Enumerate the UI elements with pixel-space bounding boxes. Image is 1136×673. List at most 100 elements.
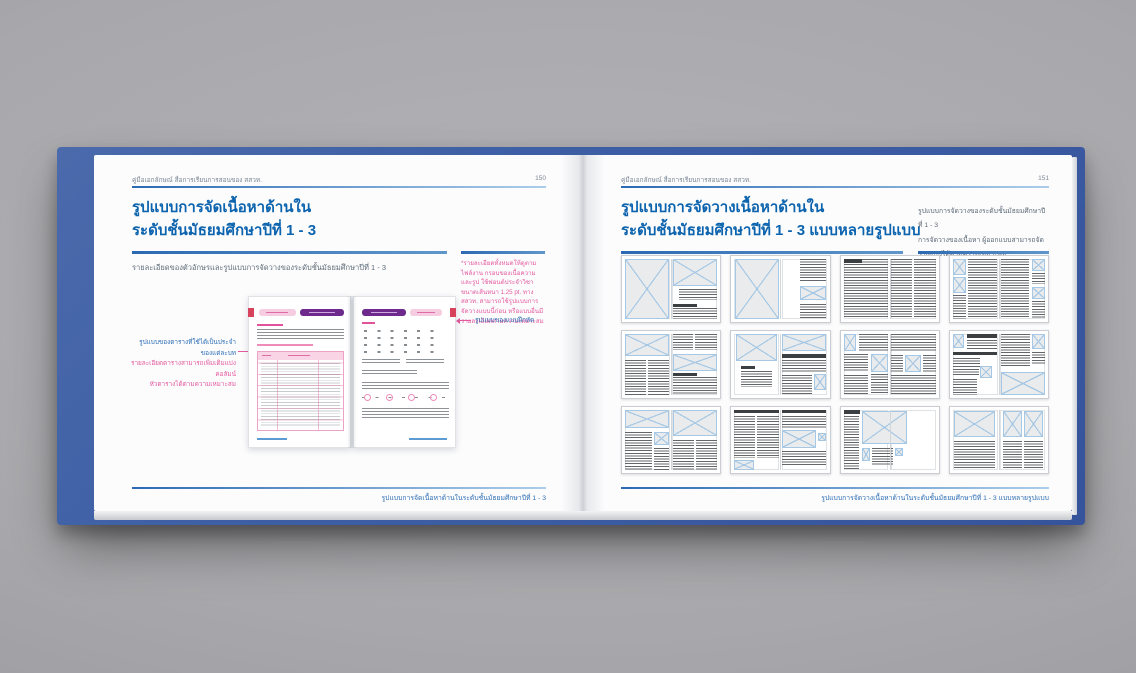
text-lines — [799, 303, 827, 320]
layout-thumbnail-9 — [621, 405, 722, 474]
annotation-arrow-left-icon — [456, 317, 471, 325]
text-lines — [740, 370, 773, 388]
text-lines — [625, 431, 652, 470]
decor-shape — [362, 408, 449, 418]
page-number: 150 — [535, 175, 546, 182]
table-annotation-line-1: รูปแบบของตารางที่ใช้ได้เป็นประจำของแต่ละ… — [139, 339, 236, 357]
title-line-2: ระดับชั้นมัธยมศึกษาปีที่ 1 - 3 — [132, 222, 317, 240]
text-lines — [1023, 441, 1044, 469]
image-placeholder — [1000, 371, 1045, 395]
image-placeholder — [672, 409, 718, 437]
body-text: รายละเอียดของตัวอักษรและรูปแบบการจัดวางข… — [132, 263, 387, 272]
decor-shape — [318, 360, 319, 430]
exercise-annotation: รูปแบบของแบบฝึกหัด — [475, 317, 535, 324]
image-placeholder — [952, 277, 966, 294]
mini-exercise-label — [362, 322, 375, 324]
image-placeholder — [735, 259, 779, 320]
gutter-seam — [889, 334, 891, 395]
mini-heading-pink — [257, 324, 283, 326]
image-placeholder — [736, 334, 777, 361]
circle-highlight — [430, 394, 437, 401]
intro-line-2: การจัดวางของเนื้อหา ผู้ออกแบบสามารถจัดวา… — [918, 236, 1044, 258]
header-rule — [132, 186, 546, 188]
circle-highlight — [364, 394, 371, 401]
text-lines — [1032, 301, 1045, 320]
text-lines — [843, 354, 869, 372]
layout-thumbnail-2 — [730, 255, 831, 324]
text-lines — [672, 377, 718, 395]
intro-text: รูปแบบการจัดวางของระดับชั้นมัธยมศึกษาปีท… — [918, 205, 1049, 262]
text-lines — [952, 369, 979, 377]
image-placeholder — [782, 430, 817, 449]
image-placeholder — [871, 354, 888, 372]
text-lines — [891, 259, 912, 320]
page-stack-edge — [94, 511, 1072, 520]
text-lines — [734, 415, 756, 458]
text-lines — [1000, 259, 1030, 320]
mini-page-left — [248, 296, 351, 448]
text-lines — [891, 375, 936, 395]
text-lines — [859, 334, 888, 352]
thumbnail-spread — [734, 259, 827, 320]
table-annotation-line-2: รายละเอียดตารางสามารถเพิ่มเติมแบ่งคอลัมน… — [131, 360, 236, 378]
thumbnail-spread — [734, 334, 827, 395]
image-placeholder — [895, 447, 903, 457]
heading-bar — [843, 259, 862, 263]
heading-bar — [740, 365, 756, 369]
running-header: คู่มือเอกลักษณ์ สื่อการเรียนการสอนของ สส… — [132, 177, 262, 184]
image-placeholder — [861, 411, 908, 445]
image-placeholder — [1032, 286, 1045, 299]
decor-shape — [406, 359, 444, 365]
thumbnail-spread — [843, 334, 936, 395]
chapter-tab — [450, 308, 456, 317]
pink-side-note: *รายละเอียดทั้งหมดให้ดูตามไฟล์งาน กรอบขอ… — [461, 260, 544, 325]
image-placeholder — [843, 334, 857, 352]
gutter-seam — [780, 334, 782, 395]
mini-page-right — [353, 296, 456, 448]
heading-bar — [672, 372, 697, 376]
text-lines — [782, 375, 812, 395]
gutter-seam — [671, 334, 673, 395]
thumb-page-left — [952, 409, 998, 470]
title-rule — [132, 251, 447, 254]
footer-rule — [132, 487, 546, 489]
page-stack-edge-right — [1072, 157, 1077, 515]
thumbnail-spread — [952, 259, 1045, 320]
heading-bar — [672, 303, 697, 307]
mini-footer-line — [409, 438, 447, 440]
layout-thumbnail-12 — [948, 405, 1049, 474]
text-lines — [672, 440, 695, 470]
image-placeholder — [905, 355, 921, 372]
title-line-1: รูปแบบการจัดวางเนื้อหาด้านใน — [621, 199, 825, 216]
thumbnail-spread — [734, 409, 827, 470]
title-line-2: ระดับชั้นมัธยมศึกษาปีที่ 1 - 3 แบบหลายรู… — [621, 222, 921, 240]
table-annotation-line-3: หัวตารางได้ตามความเหมาะสม — [149, 381, 236, 389]
image-placeholder — [952, 334, 964, 348]
layout-thumbnail-3 — [839, 255, 940, 324]
decor-shape — [371, 312, 397, 314]
text-lines — [678, 289, 718, 300]
text-lines — [695, 334, 718, 350]
circle-highlight — [386, 394, 393, 401]
decor-shape — [364, 330, 444, 332]
footer-text: รูปแบบการจัดวางเนื้อหาด้านในระดับชั้นมัธ… — [821, 495, 1049, 502]
layout-thumbnail-11 — [839, 405, 940, 474]
text-lines — [843, 374, 869, 395]
note-column-rule — [461, 251, 545, 254]
intro-rule — [918, 251, 1049, 254]
gutter-seam — [998, 409, 1000, 470]
text-lines — [871, 374, 888, 395]
layout-thumbnails-grid — [621, 255, 1049, 474]
text-lines — [952, 295, 966, 320]
text-lines — [1002, 441, 1022, 469]
layout-thumbnail-8 — [948, 330, 1049, 399]
mini-spread-preview — [248, 296, 456, 448]
layout-thumbnail-1 — [621, 255, 722, 324]
text-lines — [953, 441, 996, 469]
page-number: 151 — [1038, 175, 1049, 182]
page-title: รูปแบบการจัดเนื้อหาด้านใน ระดับชั้นมัธยม… — [132, 196, 316, 243]
gutter-seam — [671, 259, 673, 320]
decor-shape — [266, 312, 288, 314]
heading-bar — [966, 334, 998, 338]
thumb-page-right — [1000, 409, 1045, 470]
